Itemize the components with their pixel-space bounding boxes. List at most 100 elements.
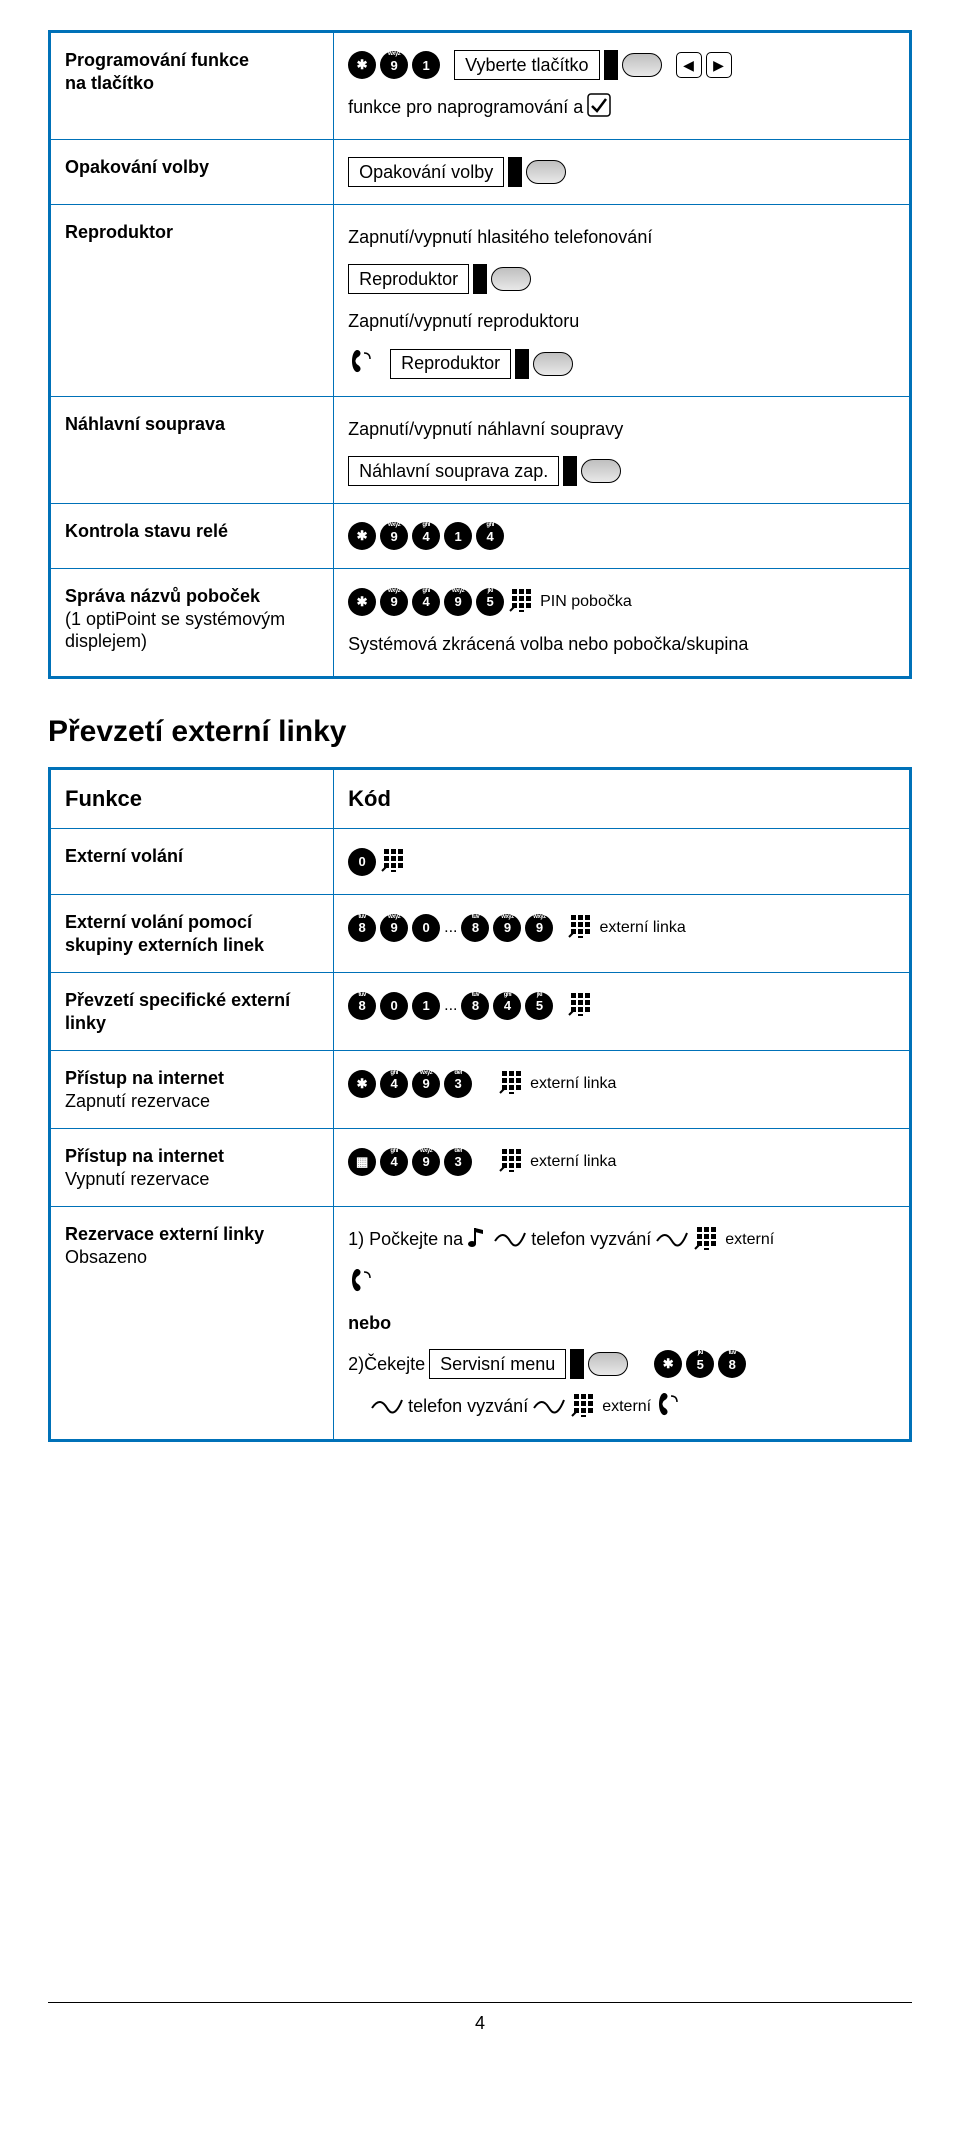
code-text: Zapnutí/vypnutí reproduktoru	[348, 311, 579, 332]
soft-key	[622, 53, 662, 77]
display-button: Reproduktor	[390, 349, 511, 379]
keypad-icon	[498, 1067, 526, 1100]
key-9: wxyz9	[380, 588, 408, 616]
code-text: Zapnutí/vypnutí náhlavní soupravy	[348, 419, 623, 440]
code-text: externí linka	[599, 919, 685, 937]
code-text: 2)Čekejte	[348, 1354, 425, 1375]
code-text: externí linka	[530, 1075, 616, 1093]
table-row: Převzetí specifické externí linkytuv801.…	[51, 972, 909, 1050]
table-row: Kontrola stavu relé ✱wxyz9ghi41ghi4	[51, 503, 909, 568]
table-row: Správa názvů poboček(1 optiPoint se syst…	[51, 568, 909, 676]
wave-icon	[532, 1394, 566, 1419]
function-sublabel: Vypnutí rezervace	[65, 1168, 319, 1191]
code-text: externí	[725, 1231, 774, 1249]
key-5: jkl5	[525, 992, 553, 1020]
table-row: Programování funkcena tlačítko✱wxyz91Vyb…	[51, 33, 909, 139]
code-text: telefon vyzvání	[408, 1396, 528, 1417]
code-line: Opakování volby	[348, 156, 895, 188]
display-flag	[570, 1349, 584, 1379]
soft-key	[533, 352, 573, 376]
key-9: wxyz9	[412, 1070, 440, 1098]
handset-icon	[655, 1390, 683, 1423]
note-icon	[467, 1224, 489, 1255]
code-text: funkce pro naprogramování a	[348, 97, 583, 118]
code-text: Systémová zkrácená volba nebo pobočka/sk…	[348, 634, 748, 655]
key-9: wxyz9	[380, 51, 408, 79]
table-row: Funkce Kód	[51, 770, 909, 828]
header-kod: Kód	[348, 786, 391, 811]
header-funkce: Funkce	[65, 786, 142, 811]
or-label: nebo	[348, 1313, 895, 1334]
key-3: def3	[444, 1070, 472, 1098]
code-line	[348, 1266, 895, 1299]
table-row: Externí volání pomocí skupiny externích …	[51, 894, 909, 972]
code-line: Zapnutí/vypnutí hlasitého telefonování	[348, 221, 895, 253]
table-row: Rezervace externí linkyObsazeno1) Počkej…	[51, 1206, 909, 1439]
code-text: PIN pobočka	[540, 593, 632, 611]
function-sublabel: Zapnutí rezervace	[65, 1090, 319, 1113]
code-line: funkce pro naprogramování a	[348, 91, 895, 123]
table-row: Reproduktor Zapnutí/vypnutí hlasitého tel…	[51, 204, 909, 396]
keypad-icon	[380, 845, 408, 878]
code-text: ...	[444, 919, 457, 937]
table-row: Opakování volby Opakování volby	[51, 139, 909, 204]
display-button: Reproduktor	[348, 264, 469, 294]
display-flag	[508, 157, 522, 187]
display-button: Náhlavní souprava zap.	[348, 456, 559, 486]
key-9: wxyz9	[493, 914, 521, 942]
key-4: ghi4	[412, 522, 440, 550]
key-5: jkl5	[686, 1350, 714, 1378]
table-row: Přístup na internetVypnutí rezervace ▦ghi…	[51, 1128, 909, 1206]
function-label: Externí volání	[65, 845, 319, 868]
key-9: wxyz9	[444, 588, 472, 616]
function-label: Reproduktor	[65, 221, 319, 244]
key-*: ✱	[348, 588, 376, 616]
code-line: 2)Čekejte Servisní menu✱jkl5tuv8	[348, 1348, 895, 1380]
key-5: jkl5	[476, 588, 504, 616]
code-line: Náhlavní souprava zap.	[348, 455, 895, 487]
display-flag	[604, 50, 618, 80]
key-9: wxyz9	[525, 914, 553, 942]
arrow-left-icon: ◀	[676, 52, 702, 78]
wave-icon	[655, 1227, 689, 1252]
display-flag	[515, 349, 529, 379]
arrow-right-icon: ▶	[706, 52, 732, 78]
key-*: ✱	[348, 1070, 376, 1098]
table-row: Externí volání 0	[51, 828, 909, 894]
soft-key	[526, 160, 566, 184]
soft-key	[588, 1352, 628, 1376]
code-text: telefon vyzvání	[531, 1229, 651, 1250]
code-line: tuv801...tuv8ghi4jkl5	[348, 989, 895, 1022]
function-label: Opakování volby	[65, 156, 319, 179]
section-title: Převzetí externí linky	[48, 715, 912, 749]
key-0: 0	[380, 992, 408, 1020]
table-row: Přístup na internetZapnutí rezervace✱ghi…	[51, 1050, 909, 1128]
code-line: ✱wxyz9ghi41ghi4	[348, 520, 895, 552]
keypad-icon	[498, 1145, 526, 1178]
key-3: def3	[444, 1148, 472, 1176]
function-label: Přístup na internet	[65, 1145, 319, 1168]
function-label: Kontrola stavu relé	[65, 520, 319, 543]
code-line: ▦ghi4wxyz9def3 externí linka	[348, 1145, 895, 1178]
function-label: Správa názvů poboček	[65, 585, 319, 608]
check-icon	[587, 93, 611, 122]
code-text: externí	[602, 1398, 651, 1416]
display-button: Opakování volby	[348, 157, 504, 187]
handset-icon	[348, 1266, 376, 1299]
code-text: Zapnutí/vypnutí hlasitého telefonování	[348, 227, 652, 248]
key-1: 1	[412, 992, 440, 1020]
key-4: ghi4	[380, 1148, 408, 1176]
code-line: telefon vyzvání externí	[348, 1390, 895, 1423]
code-line: ✱wxyz9ghi4wxyz9jkl5 PIN pobočka	[348, 585, 895, 618]
code-line: ✱wxyz91Vyberte tlačítko◀▶	[348, 49, 895, 81]
display-flag	[563, 456, 577, 486]
keypad-icon	[570, 1390, 598, 1423]
table-row: Náhlavní soupravaZapnutí/vypnutí náhlavn…	[51, 396, 909, 503]
key-4: ghi4	[380, 1070, 408, 1098]
code-line: 0	[348, 845, 895, 878]
keypad-icon	[508, 585, 536, 618]
code-line: Zapnutí/vypnutí reproduktoru	[348, 305, 895, 337]
key-*: ✱	[654, 1350, 682, 1378]
function-table-1: Programování funkcena tlačítko✱wxyz91Vyb…	[48, 30, 912, 679]
function-sublabel: (1 optiPoint se systémovým displejem)	[65, 608, 319, 653]
